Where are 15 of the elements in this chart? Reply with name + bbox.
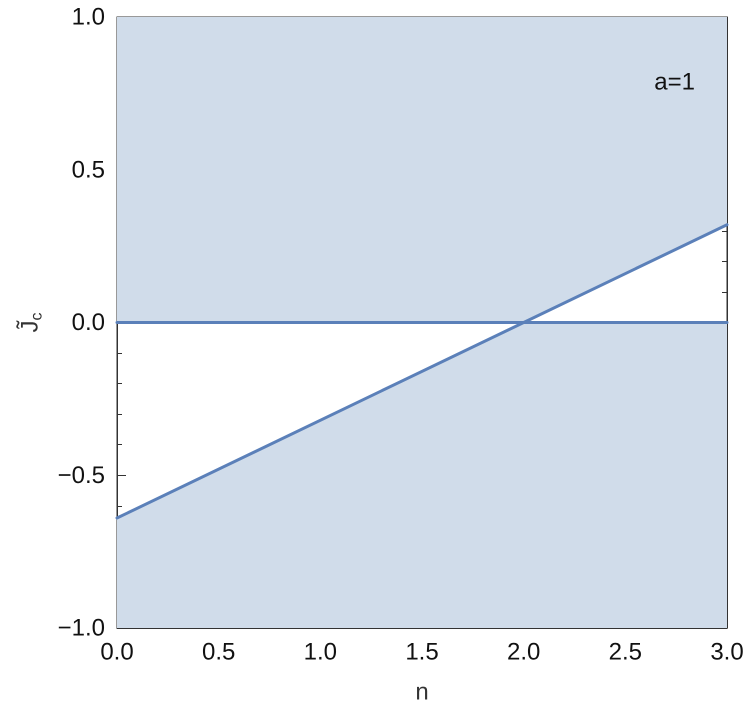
x-tick-label: 0.0: [100, 638, 134, 666]
y-tick-label: 0.5: [72, 156, 105, 184]
x-tick-label: 2.0: [506, 638, 540, 666]
x-axis-title: n: [415, 678, 429, 706]
x-tick-label: 0.5: [202, 638, 236, 666]
y-tick-label: 1.0: [72, 4, 105, 30]
annotation: a=1: [654, 68, 696, 96]
y-tick-label: −0.5: [58, 462, 105, 489]
x-tick-label: 2.5: [608, 638, 642, 666]
y-tick-label: 0.0: [72, 309, 105, 336]
x-tick-label: 1.5: [405, 638, 439, 666]
y-tick-label: −1.0: [58, 614, 105, 642]
y-axis-title: J̃c: [16, 312, 46, 332]
x-tick-label: 3.0: [710, 638, 744, 666]
x-tick-label: 1.0: [304, 638, 338, 666]
